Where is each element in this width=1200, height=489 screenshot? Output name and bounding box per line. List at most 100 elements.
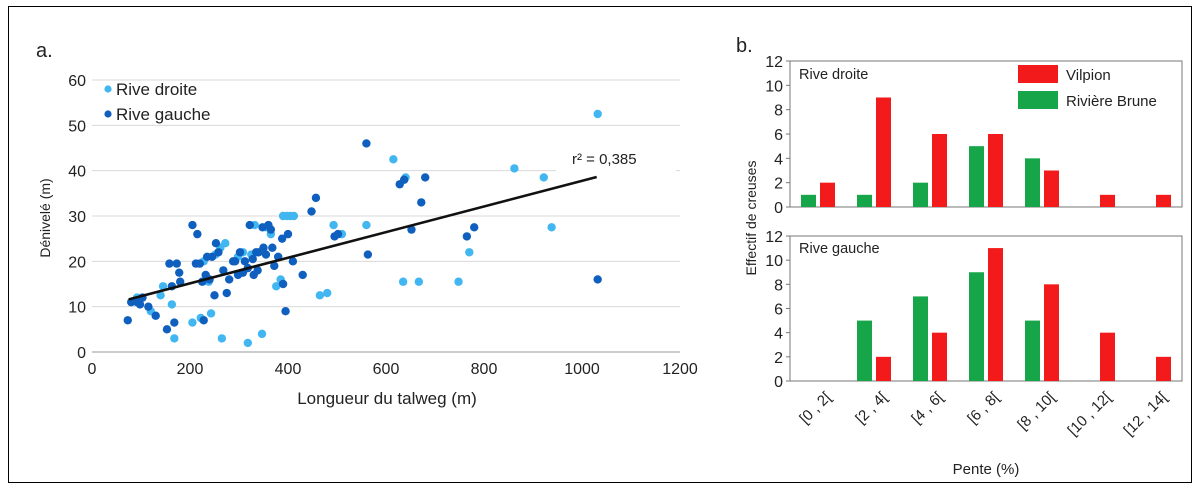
bar-vilpion [1156, 194, 1171, 207]
point-rive-gauche [135, 300, 145, 309]
point-rive-gauche [259, 243, 268, 252]
bar-riviere-brune [913, 296, 928, 381]
y-tick-label: 0 [774, 374, 783, 391]
point-rive-droite [156, 291, 165, 300]
bar-vilpion [876, 97, 891, 207]
x-tick-label: 400 [275, 361, 302, 378]
bar-riviere-brune [1025, 158, 1040, 207]
x-tick-label: 800 [471, 361, 498, 378]
point-rive-gauche [235, 248, 245, 257]
point-rive-droite [398, 277, 408, 286]
point-rive-gauche [172, 259, 181, 268]
point-rive-gauche [199, 316, 208, 325]
y-tick-label: 2 [774, 176, 783, 193]
y-tick-label: 10 [68, 300, 86, 317]
point-rive-gauche [277, 234, 287, 243]
point-rive-droite [167, 300, 177, 309]
bar-vilpion [1100, 194, 1115, 207]
legend-marker-rive-gauche [104, 110, 112, 118]
point-rive-gauche [593, 275, 602, 284]
point-rive-droite [539, 173, 548, 182]
bar-vilpion [988, 134, 1003, 207]
bar-riviere-brune [857, 194, 872, 207]
point-rive-droite [389, 155, 398, 164]
legend-swatch-vilpion [1018, 65, 1058, 83]
category-label: [0 , 2[ [796, 388, 835, 427]
point-rive-gauche [407, 225, 416, 234]
point-rive-gauche [175, 268, 184, 277]
y-tick-label: 50 [68, 118, 86, 135]
point-rive-gauche [193, 229, 202, 239]
point-rive-gauche [268, 243, 277, 252]
point-rive-gauche [248, 254, 257, 264]
point-rive-droite [188, 318, 197, 327]
bar-vilpion [1044, 284, 1059, 381]
point-rive-gauche [176, 277, 185, 286]
histogram-y-axis-title: Effectif de creuses [743, 161, 759, 276]
point-rive-gauche [266, 225, 276, 234]
point-rive-droite [362, 220, 371, 230]
bar-riviere-brune [969, 146, 984, 207]
y-tick-label: 4 [774, 151, 783, 168]
point-rive-gauche [225, 275, 234, 284]
point-rive-droite [257, 329, 267, 339]
y-tick-label: 6 [774, 302, 783, 319]
y-tick-label: 2 [774, 350, 783, 367]
point-rive-droite [170, 334, 179, 343]
y-axis-title: Dénivelé (m) [37, 178, 53, 257]
histogram-x-axis-title: Pente (%) [953, 461, 1020, 478]
category-label: [8 , 10[ [1014, 388, 1059, 433]
trend-line [128, 175, 598, 301]
y-tick-label: 60 [68, 73, 86, 90]
category-label: [2 , 4[ [852, 388, 891, 427]
point-rive-droite [510, 164, 519, 173]
point-rive-droite [593, 109, 602, 119]
category-label: [4 , 6[ [908, 388, 947, 427]
x-tick-label: 200 [177, 361, 204, 378]
y-tick-label: 10 [765, 253, 783, 270]
figure-frame [8, 6, 1192, 483]
bar-vilpion [820, 182, 835, 207]
point-rive-gauche [333, 229, 343, 239]
bar-riviere-brune [1025, 320, 1040, 381]
bar-riviere-brune [801, 194, 816, 207]
legend-label-rive-gauche: Rive gauche [116, 105, 211, 124]
category-label: [10 , 12[ [1064, 388, 1115, 439]
x-axis-title: Longueur du talweg (m) [297, 389, 477, 408]
bar-riviere-brune [913, 182, 928, 207]
y-tick-label: 8 [774, 277, 783, 294]
y-tick-label: 6 [774, 127, 783, 144]
y-tick-label: 0 [77, 345, 86, 362]
legend-label-riviere-brune: Rivière Brune [1066, 93, 1157, 110]
bar-vilpion [932, 134, 947, 207]
point-rive-droite [465, 248, 474, 257]
point-rive-gauche [288, 257, 298, 266]
point-rive-gauche [261, 250, 271, 259]
point-rive-droite [454, 277, 463, 286]
point-rive-droite [243, 338, 253, 348]
point-rive-gauche [298, 270, 307, 280]
point-rive-gauche [363, 250, 373, 259]
category-label: [6 , 8[ [964, 388, 1003, 427]
y-tick-label: 4 [774, 326, 783, 343]
legend-label-rive-droite: Rive droite [116, 80, 197, 99]
point-rive-gauche [162, 325, 172, 334]
point-rive-gauche [144, 302, 153, 311]
y-tick-label: 8 [774, 103, 783, 120]
point-rive-droite [329, 220, 338, 230]
legend-swatch-riviere-brune [1018, 91, 1058, 109]
y-tick-label: 12 [765, 229, 783, 246]
point-rive-droite [158, 282, 168, 291]
point-rive-gauche [230, 257, 240, 266]
point-rive-droite [315, 291, 325, 300]
x-tick-label: 1200 [662, 361, 698, 378]
bar-riviere-brune [969, 272, 984, 381]
bar-vilpion [1156, 356, 1171, 381]
point-rive-droite [221, 239, 230, 248]
point-rive-gauche [278, 279, 288, 289]
scatter-panel: a. 0 10 20 30 40 50 60 0 200 400 600 800 1000 1200 L… [36, 40, 698, 408]
bar-riviere-brune [857, 320, 872, 381]
histogram-panel: b. 0 2 4 6 8 10 12 0 2 4 6 8 10 12 [0 , 2[[2 , 4[[4 … [736, 35, 1183, 478]
r2-label-box [556, 144, 676, 172]
